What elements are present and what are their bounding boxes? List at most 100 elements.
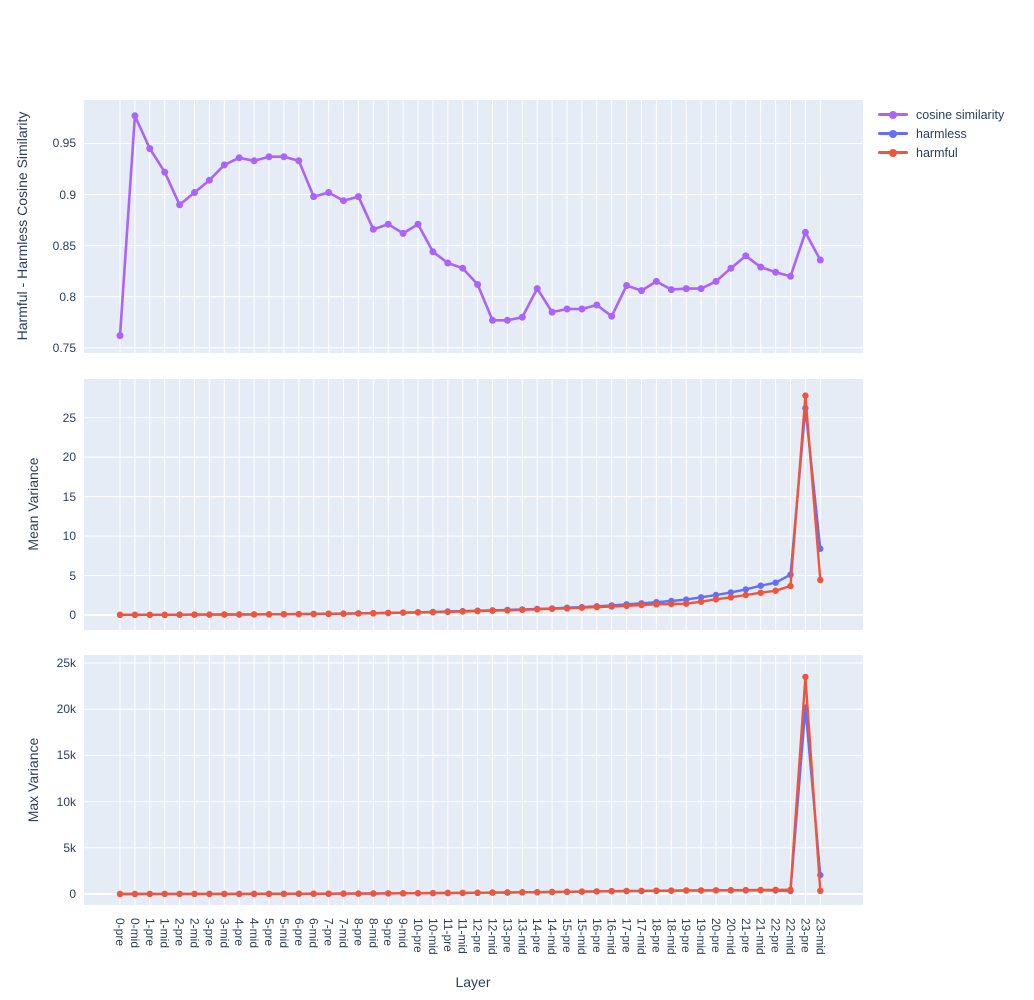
y-tick-label: 20: [62, 450, 76, 465]
x-tick-label: 18-pre: [649, 918, 664, 953]
cosine-similarity-marker: [801, 228, 809, 236]
cosine-similarity-marker: [116, 332, 124, 340]
harmful-marker: [742, 886, 749, 894]
legend-line-swatch: [878, 110, 908, 119]
harmless-marker: [742, 586, 749, 593]
x-tick-label: 8-mid: [366, 918, 381, 949]
harmful-marker: [459, 608, 466, 615]
cosine-similarity-marker: [652, 277, 660, 285]
subplot-harmful-harmless-cosine-similarity: [84, 100, 863, 353]
x-tick-label: 15-pre: [560, 918, 574, 953]
x-tick-label: 10-pre: [411, 918, 425, 953]
harmful-marker: [340, 610, 347, 617]
harmful-marker: [414, 609, 422, 616]
harmful-marker: [668, 600, 675, 608]
harmful-marker: [593, 888, 600, 895]
y-tick-label: 0: [69, 887, 76, 901]
harmful-marker: [429, 609, 437, 616]
subplot-max-variance: [84, 655, 863, 905]
cosine-similarity-marker: [563, 305, 571, 313]
harmful-marker: [683, 887, 690, 894]
harmful-marker: [385, 890, 392, 897]
x-tick-label: 23-mid: [813, 918, 828, 955]
harmful-marker: [742, 591, 749, 599]
harmful-marker: [608, 603, 615, 610]
harmful-marker: [444, 608, 451, 615]
harmful-marker: [638, 601, 645, 609]
harmful-marker: [355, 610, 362, 617]
plot-area-0[interactable]: [84, 100, 863, 353]
cosine-similarity-marker: [325, 189, 333, 196]
harmful-marker: [474, 889, 481, 896]
cosine-similarity-marker: [608, 312, 616, 320]
harmful-marker: [399, 890, 407, 897]
cosine-similarity-marker: [220, 161, 228, 169]
x-tick-label: 14-pre: [530, 918, 545, 953]
x-tick-label: 17-mid: [634, 918, 649, 955]
harmless-marker: [697, 594, 705, 601]
harmful-marker: [578, 888, 586, 895]
harmful-marker: [593, 603, 600, 611]
harmful-marker: [250, 611, 258, 618]
x-tick-label: 20-pre: [709, 918, 723, 953]
y-tick-label: 0.95: [52, 136, 76, 151]
cosine-similarity-marker: [623, 282, 631, 289]
cosine-similarity-marker: [235, 154, 243, 162]
harmful-marker: [548, 888, 556, 896]
harmful-marker: [727, 887, 735, 894]
y-tick-label: 10: [62, 529, 76, 544]
cosine-similarity-marker: [250, 157, 258, 165]
harmful-marker: [191, 890, 198, 898]
harmful-marker: [787, 582, 794, 590]
x-tick-label: 22-pre: [768, 918, 783, 953]
legend-line-swatch: [878, 148, 908, 157]
harmful-marker: [310, 890, 317, 897]
harmful-marker: [712, 596, 720, 603]
x-tick-label: 6-pre: [291, 918, 306, 947]
cosine-similarity-marker: [548, 308, 556, 316]
legend-item-cosine-similarity[interactable]: cosine similarity: [878, 105, 1004, 124]
cosine-similarity-marker: [310, 193, 318, 201]
harmful-marker: [712, 887, 720, 894]
harmful-marker: [206, 890, 213, 898]
harmful-marker: [727, 594, 735, 601]
harmful-marker: [236, 611, 243, 618]
cosine-similarity-marker: [265, 153, 273, 161]
y-tick-label: 0: [69, 608, 76, 622]
x-tick-label: 20-mid: [723, 918, 738, 955]
harmful-marker: [519, 889, 526, 896]
x-tick-label: 2-mid: [187, 918, 202, 949]
harmful-marker: [757, 589, 764, 596]
harmful-marker: [295, 610, 302, 618]
harmful-marker: [608, 888, 615, 895]
harmful-marker: [534, 889, 541, 896]
legend-line-swatch: [878, 129, 908, 138]
harmful-marker: [548, 605, 556, 612]
x-tick-label: 3-pre: [202, 918, 217, 947]
y-tick-label: 25: [62, 410, 76, 425]
harmful-marker: [474, 607, 481, 615]
harmful-marker: [265, 890, 273, 897]
y-tick-label: 20k: [56, 702, 76, 717]
y-tick-label: 15k: [56, 748, 76, 763]
x-tick-label: 9-pre: [381, 918, 396, 947]
harmful-marker: [280, 611, 288, 618]
harmless-marker: [757, 582, 764, 589]
harmful-marker: [295, 890, 302, 897]
cosine-similarity-marker: [399, 229, 407, 237]
harmful-marker: [399, 609, 407, 616]
harmful-marker: [191, 611, 198, 618]
harmful-marker: [772, 587, 779, 594]
x-tick-label: 7-mid: [336, 918, 351, 949]
cosine-similarity-markers: [116, 112, 824, 340]
legend-item-harmless[interactable]: harmless: [878, 124, 1004, 143]
plot-area-1[interactable]: [84, 379, 863, 630]
y-tick-label: 25k: [56, 656, 76, 671]
x-tick-label: 5-mid: [276, 918, 291, 949]
y-tick-label: 5k: [63, 840, 76, 855]
legend-item-harmful[interactable]: harmful: [878, 143, 1004, 162]
cosine-similarity-marker: [578, 305, 586, 313]
x-tick-label: 12-mid: [485, 918, 500, 955]
y-tick-label: 0.9: [59, 187, 76, 202]
plot-area-2[interactable]: [84, 655, 863, 905]
